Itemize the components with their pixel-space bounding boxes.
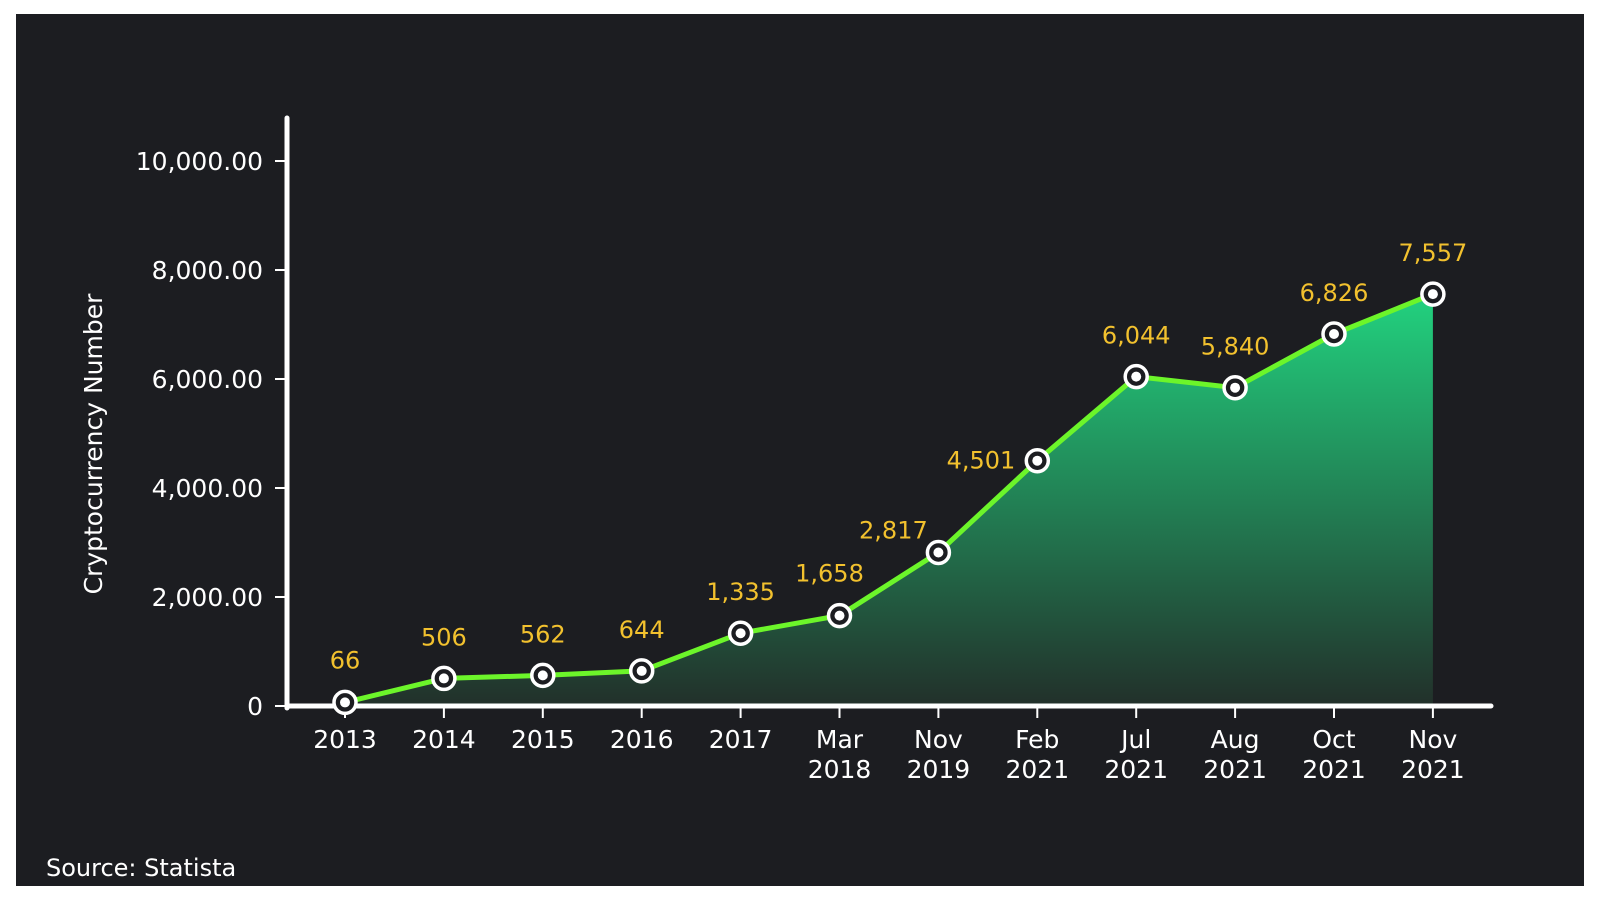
source-note: Source: Statista xyxy=(46,854,237,882)
data-label: 6,826 xyxy=(1300,279,1369,307)
y-tick-label: 2,000.00 xyxy=(152,583,263,612)
x-tick-label: Jul 2021 xyxy=(1104,725,1168,784)
x-tick-label: 2014 xyxy=(412,725,476,754)
data-label: 66 xyxy=(330,646,361,674)
x-tick-label: 2017 xyxy=(709,725,773,754)
x-tick-label: Nov 2019 xyxy=(907,725,971,784)
chart-panel: 0 2,000.00 4,000.00 6,000.00 8,000.00 10,000.… xyxy=(16,14,1584,886)
y-tick-label: 6,000.00 xyxy=(152,365,263,394)
line-area-chart: 0 2,000.00 4,000.00 6,000.00 8,000.00 10,000.… xyxy=(79,115,1494,784)
x-tick-label: 2015 xyxy=(511,725,575,754)
data-point xyxy=(826,602,853,629)
data-label: 5,840 xyxy=(1201,333,1270,361)
data-point xyxy=(332,689,358,716)
data-label: 1,335 xyxy=(706,578,775,606)
data-point xyxy=(628,658,655,684)
x-tick-label: Mar 2018 xyxy=(808,725,872,784)
x-tick-label: Nov 2021 xyxy=(1401,725,1465,784)
data-label: 4,501 xyxy=(947,447,1016,475)
data-point xyxy=(1420,281,1446,307)
area-fill xyxy=(345,294,1433,706)
y-tick-label: 4,000.00 xyxy=(152,474,263,503)
y-tick-label: 0 xyxy=(247,692,263,721)
series-line xyxy=(344,291,1434,705)
data-label: 562 xyxy=(520,620,566,648)
x-tick-label: 2013 xyxy=(313,725,377,754)
data-point xyxy=(431,665,457,692)
x-tick-label: 2016 xyxy=(610,725,674,754)
x-tick-label: Oct 2021 xyxy=(1302,725,1366,784)
data-label: 7,557 xyxy=(1399,239,1468,267)
data-point xyxy=(530,662,556,689)
y-axis-title: Cryptocurrency Number xyxy=(79,293,108,595)
data-point xyxy=(727,620,754,646)
data-label: 506 xyxy=(421,623,467,651)
x-tick-label: Feb 2021 xyxy=(1005,725,1069,784)
data-point xyxy=(1321,321,1347,347)
y-tick-label: 8,000.00 xyxy=(152,256,263,285)
data-label: 2,817 xyxy=(859,516,928,544)
data-point xyxy=(1123,363,1149,390)
y-tick-label: 10,000.00 xyxy=(136,147,263,176)
data-label: 1,658 xyxy=(795,560,864,588)
data-label: 644 xyxy=(619,616,665,644)
data-point xyxy=(925,539,952,566)
data-point xyxy=(1222,374,1248,401)
data-point xyxy=(1024,447,1051,474)
x-tick-label: Aug 2021 xyxy=(1203,725,1267,784)
data-label: 6,044 xyxy=(1102,322,1171,350)
